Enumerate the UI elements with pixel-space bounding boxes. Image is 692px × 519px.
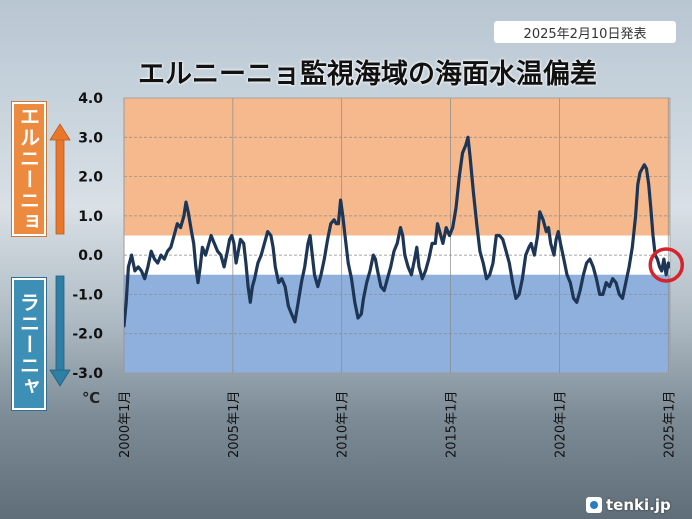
tenki-logo-icon: [586, 497, 602, 513]
announcement-date-badge: 2025年2月10日発表: [494, 21, 676, 43]
y-tick-label: 1.0: [78, 209, 103, 225]
la-nina-label: ラニーニャ: [12, 278, 46, 410]
latest-value-highlight-circle: [648, 247, 685, 283]
x-tick-label: 2010年1月: [336, 391, 351, 458]
x-tick-label: 2005年1月: [227, 391, 242, 458]
zone-bands: [124, 98, 670, 373]
y-tick-label: 0.0: [78, 248, 103, 264]
x-tick-label: 2025年1月: [662, 391, 677, 458]
y-tick-label: -2.0: [72, 327, 103, 343]
tenki-logo-text: tenki.jp: [606, 496, 671, 514]
y-tick-label: 4.0: [78, 91, 103, 107]
plot-frame: [123, 97, 671, 374]
y-axis-unit: ℃: [82, 389, 101, 407]
x-tick-label: 2015年1月: [445, 391, 460, 458]
sst-anomaly-line: [124, 135, 670, 328]
page-title: エルニーニョ監視海域の海面水温偏差: [138, 59, 597, 90]
tenki-logo: tenki.jp: [586, 496, 671, 514]
y-tick-label: -1.0: [72, 287, 103, 303]
x-tick-label: 2020年1月: [553, 391, 568, 458]
y-tick-label: 2.0: [78, 170, 103, 186]
x-tick-labels: 2000年1月 2005年1月 2010年1月 2015年1月 2020年1月 2025年…: [118, 391, 677, 458]
y-tick-label: 3.0: [78, 130, 103, 146]
series-layer: [124, 135, 670, 328]
band-la-nina: [124, 274, 670, 373]
el-nino-arrow: [49, 123, 71, 235]
y-tick-labels: 4.0 3.0 2.0 1.0 0.0 -1.0 -2.0 -3.0: [72, 91, 103, 382]
band-el-nino: [124, 98, 670, 236]
y-tick-label: -3.0: [72, 366, 103, 382]
el-nino-label: エルニーニョ: [12, 102, 46, 236]
highlight-layer: [648, 247, 685, 283]
la-nina-arrow: [49, 275, 71, 387]
x-tick-label: 2000年1月: [118, 391, 133, 458]
